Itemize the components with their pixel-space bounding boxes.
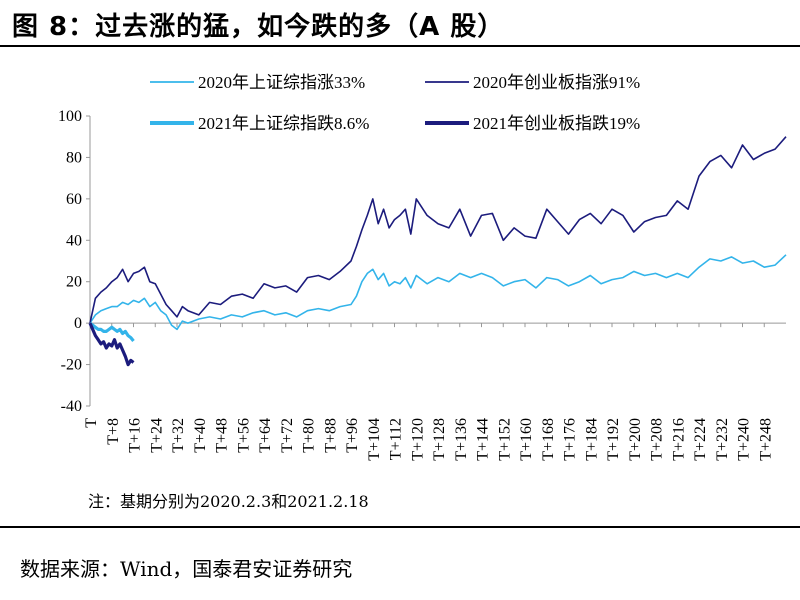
x-tick-label: T+224 (692, 418, 709, 461)
legend-label-1: 2020年上证综指涨33% (198, 73, 365, 92)
x-tick-label: T+112 (388, 418, 405, 460)
x-tick-label: T+88 (322, 418, 339, 453)
x-tick-label: T+208 (649, 418, 666, 461)
x-tick-label: T+104 (366, 418, 383, 461)
x-tick-label: T+72 (279, 418, 296, 453)
x-tick-label: T+144 (475, 418, 492, 461)
x-tick-label: T+80 (301, 418, 318, 453)
x-tick-label: T+152 (496, 418, 513, 461)
x-tick-label: T+16 (127, 418, 144, 453)
chart-legend: 2020年上证综指涨33% 2020年创业板指涨91% 2021年上证综指跌8.6%… (150, 73, 640, 133)
x-tick-label: T+192 (605, 418, 622, 461)
x-tick-label: T+136 (453, 418, 470, 461)
top-rule (0, 45, 800, 47)
legend-label-3: 2021年上证综指跌8.6% (198, 114, 369, 133)
x-tick-label: T+56 (235, 418, 252, 453)
legend-label-4: 2021年创业板指跌19% (473, 114, 640, 133)
y-tick-label: -20 (61, 357, 82, 374)
series-line-4 (88, 322, 135, 367)
y-tick-label: -40 (61, 398, 82, 415)
x-tick-label: T+120 (409, 418, 426, 461)
x-tick-label: T+128 (431, 418, 448, 461)
chart-series (88, 136, 787, 367)
y-tick-label: 0 (74, 315, 82, 332)
y-tick-label: 80 (66, 149, 82, 166)
x-tick-label: T+48 (214, 418, 231, 453)
x-tick-label: T+96 (344, 418, 361, 453)
data-source: 数据来源：Wind，国泰君安证券研究 (20, 557, 353, 581)
x-tick-label: T+240 (736, 418, 753, 461)
y-tick-label: 20 (66, 274, 82, 291)
y-tick-label: 40 (66, 232, 82, 249)
figure-title: 图 8：过去涨的猛，如今跌的多（A 股） (12, 12, 505, 42)
x-tick-label: T+160 (518, 418, 535, 461)
chart-note: 注：基期分别为2020.2.3和2021.2.18 (88, 492, 369, 511)
x-tick-label: T+232 (714, 418, 731, 461)
x-tick-label: T+168 (540, 418, 557, 461)
y-tick-label: 100 (58, 108, 82, 125)
x-tick-label: T (83, 418, 100, 428)
series-line-3 (89, 321, 135, 342)
chart-axes: -40 -20 0 20 40 60 80 100 T T+8 T+16 T+24 T+32 T+40 T+… (58, 108, 786, 461)
x-tick-label: T+8 (105, 418, 122, 445)
x-tick-label: T+200 (627, 418, 644, 461)
x-tick-label: T+32 (170, 418, 187, 453)
x-tick-label: T+40 (192, 418, 209, 453)
x-tick-label: T+176 (562, 418, 579, 461)
x-tick-label: T+64 (257, 418, 274, 453)
series-line-1 (89, 254, 787, 331)
x-tick-label: T+24 (148, 418, 165, 453)
series-line-2 (89, 136, 787, 324)
y-tick-label: 60 (66, 191, 82, 208)
x-tick-label: T+184 (583, 418, 600, 461)
bottom-rule (0, 526, 800, 528)
x-tick-label: T+248 (757, 418, 774, 461)
x-tick-label: T+216 (670, 418, 687, 461)
legend-label-2: 2020年创业板指涨91% (473, 73, 640, 92)
